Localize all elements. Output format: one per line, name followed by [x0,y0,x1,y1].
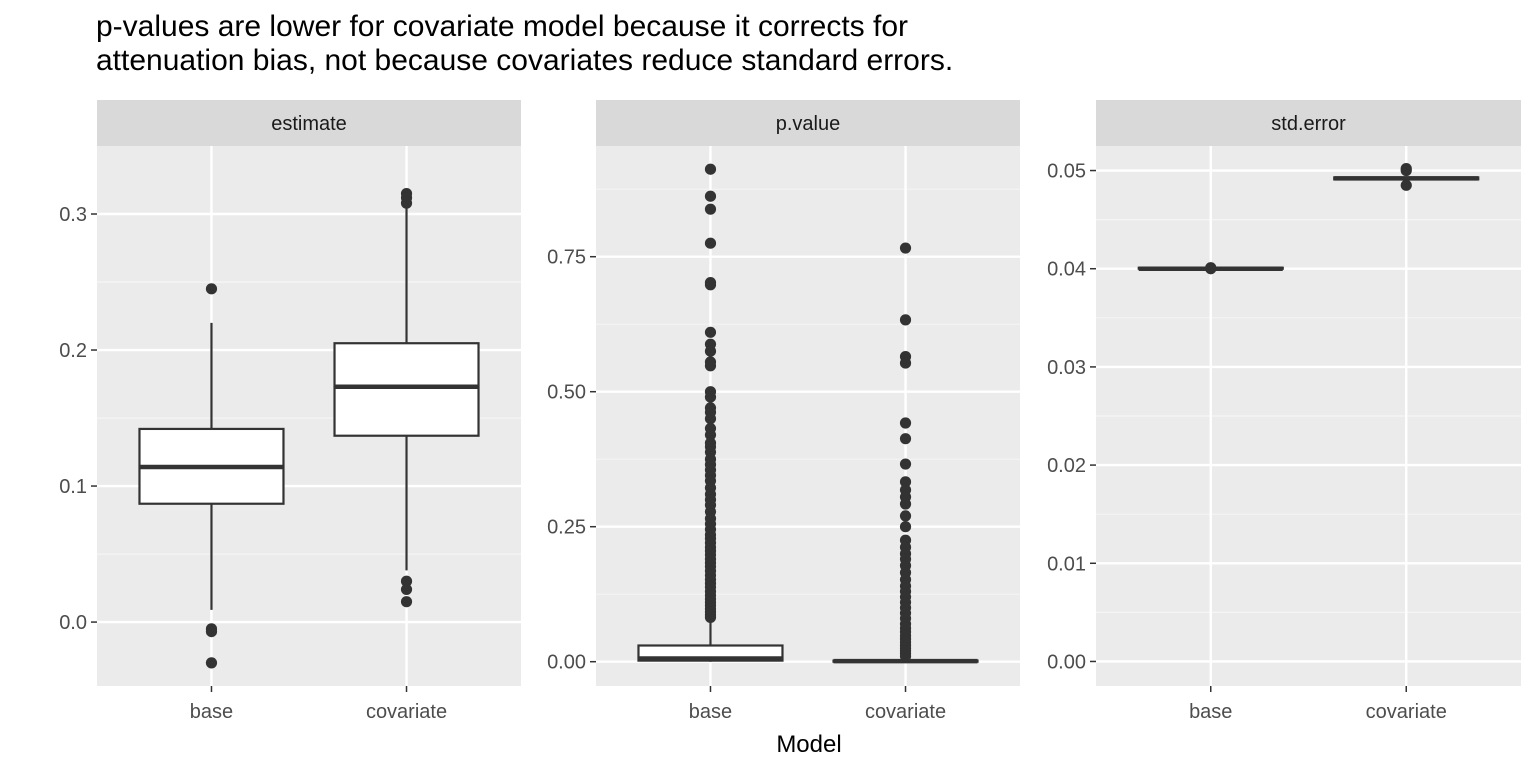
box-body [333,342,480,437]
outlier-point [899,476,912,488]
box-base [138,283,285,669]
outlier-point [704,326,717,338]
outlier-point [704,163,717,175]
box-base [637,163,784,662]
chart-title: p-values are lower for covariate model b… [96,10,1396,78]
outlier-point [899,357,912,369]
x-tick-label: base [1189,701,1232,723]
outlier-point [704,279,717,291]
facet-strip [97,100,521,146]
outlier-point [1205,263,1217,275]
outlier-point [704,391,717,403]
outlier-point [899,458,912,470]
y-tick-label: 0.00 [547,652,586,674]
outlier-point [704,203,717,215]
outlier-point [704,611,717,624]
box-covariate [832,242,979,664]
outlier-point [899,314,912,326]
outlier-point [1400,164,1412,177]
outlier-point [704,190,717,202]
outlier-point [899,433,912,445]
facet-strip-label: p.value [776,113,841,135]
y-tick-label: 0.75 [547,247,586,269]
facet-strip-label: std.error [1271,113,1346,135]
x-tick-label: base [689,701,732,723]
y-tick-label: 0.00 [1047,651,1086,673]
x-tick-label: covariate [1366,701,1447,723]
y-tick-label: 0.25 [547,517,586,539]
box-covariate [1333,162,1480,191]
facet-strip [1096,100,1521,146]
outlier-point [899,521,912,533]
y-tick-label: 0.05 [1047,161,1086,183]
outlier-point [704,413,717,425]
y-tick-label: 0.02 [1047,455,1086,477]
y-tick-label: 0.50 [547,382,586,404]
outlier-point [899,650,912,662]
outlier-point [205,283,218,295]
y-tick-label: 0.01 [1047,553,1086,575]
y-tick-label: 0.04 [1047,259,1086,281]
facet-std-error: std.error 0.00 0.01 0.02 0.03 0.04 0.05 base cov… [1047,100,1521,723]
outlier-point [704,237,717,249]
facet-strip-label: estimate [271,113,347,135]
y-tick-label: 0.1 [59,476,87,498]
outlier-point [899,498,912,510]
outlier-point [400,583,413,596]
box-covariate [333,188,480,608]
x-axis-title: Model [776,731,841,758]
y-tick-label: 0.3 [59,204,87,226]
panel-background [596,146,1020,686]
outlier-point [899,242,912,254]
outlier-point [1400,179,1412,191]
y-tick-label: 0.2 [59,340,87,362]
y-tick-label: 0.0 [59,612,87,634]
outlier-point [205,625,218,638]
outlier-point [899,417,912,429]
chart-title-line-1: p-values are lower for covariate model b… [96,10,909,43]
facet-estimate: estimate 0.0 0.1 0.2 0.3 base covariate [59,100,521,723]
x-tick-label: covariate [865,701,946,723]
y-tick-label: 0.03 [1047,357,1086,379]
x-tick-label: base [190,701,233,723]
chart-title-line-2: attenuation bias, not because covariates… [96,44,954,77]
outlier-point [704,360,717,372]
facet-strip [596,100,1020,146]
outlier-point [704,429,717,441]
facet-p-value: p.value 0.00 0.25 0.50 0.75 base covariate [547,100,1020,723]
outlier-point [400,596,413,608]
box-base [1137,262,1284,275]
outlier-point [205,657,218,669]
x-tick-label: covariate [366,701,447,723]
outlier-point [704,345,717,357]
outlier-point [899,510,912,522]
outlier-point [400,575,413,587]
outlier-point [400,197,413,209]
